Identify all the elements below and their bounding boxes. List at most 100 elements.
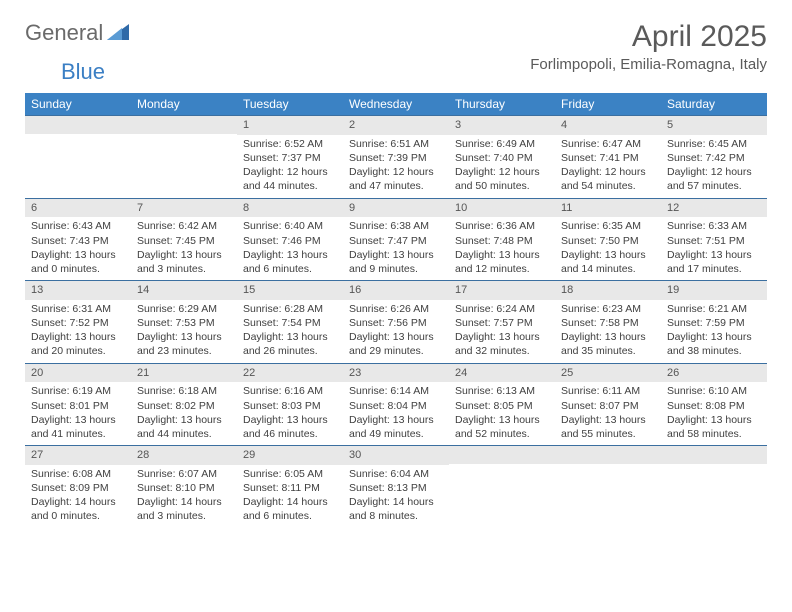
day-cell: 5Sunrise: 6:45 AMSunset: 7:42 PMDaylight… xyxy=(661,116,767,198)
sunset-text: Sunset: 7:47 PM xyxy=(349,234,443,248)
sunrise-text: Sunrise: 6:21 AM xyxy=(667,302,761,316)
sunrise-text: Sunrise: 6:14 AM xyxy=(349,384,443,398)
daylight-text: Daylight: 12 hours and 50 minutes. xyxy=(455,165,549,193)
sunset-text: Sunset: 8:07 PM xyxy=(561,399,655,413)
day-number: 15 xyxy=(237,281,343,300)
day-cell: 20Sunrise: 6:19 AMSunset: 8:01 PMDayligh… xyxy=(25,364,131,446)
sunset-text: Sunset: 7:52 PM xyxy=(31,316,125,330)
day-number: 27 xyxy=(25,446,131,465)
day-cell: 25Sunrise: 6:11 AMSunset: 8:07 PMDayligh… xyxy=(555,364,661,446)
daylight-text: Daylight: 13 hours and 49 minutes. xyxy=(349,413,443,441)
sunset-text: Sunset: 8:08 PM xyxy=(667,399,761,413)
sunrise-text: Sunrise: 6:35 AM xyxy=(561,219,655,233)
sunrise-text: Sunrise: 6:42 AM xyxy=(137,219,231,233)
week-row: 13Sunrise: 6:31 AMSunset: 7:52 PMDayligh… xyxy=(25,280,767,363)
daylight-text: Daylight: 13 hours and 12 minutes. xyxy=(455,248,549,276)
sunset-text: Sunset: 8:13 PM xyxy=(349,481,443,495)
sunrise-text: Sunrise: 6:13 AM xyxy=(455,384,549,398)
sunrise-text: Sunrise: 6:33 AM xyxy=(667,219,761,233)
sunset-text: Sunset: 7:57 PM xyxy=(455,316,549,330)
sunrise-text: Sunrise: 6:04 AM xyxy=(349,467,443,481)
day-cell: 27Sunrise: 6:08 AMSunset: 8:09 PMDayligh… xyxy=(25,446,131,528)
daylight-text: Daylight: 14 hours and 6 minutes. xyxy=(243,495,337,523)
sunrise-text: Sunrise: 6:23 AM xyxy=(561,302,655,316)
day-number: 20 xyxy=(25,364,131,383)
day-body: Sunrise: 6:28 AMSunset: 7:54 PMDaylight:… xyxy=(237,300,343,363)
day-number: 17 xyxy=(449,281,555,300)
sunset-text: Sunset: 8:04 PM xyxy=(349,399,443,413)
daylight-text: Daylight: 14 hours and 8 minutes. xyxy=(349,495,443,523)
daylight-text: Daylight: 13 hours and 3 minutes. xyxy=(137,248,231,276)
sunrise-text: Sunrise: 6:11 AM xyxy=(561,384,655,398)
day-cell: 11Sunrise: 6:35 AMSunset: 7:50 PMDayligh… xyxy=(555,199,661,281)
daylight-text: Daylight: 13 hours and 58 minutes. xyxy=(667,413,761,441)
day-body: Sunrise: 6:11 AMSunset: 8:07 PMDaylight:… xyxy=(555,382,661,445)
sunrise-text: Sunrise: 6:43 AM xyxy=(31,219,125,233)
location: Forlimpopoli, Emilia-Romagna, Italy xyxy=(530,56,767,73)
day-number: 8 xyxy=(237,199,343,218)
day-body: Sunrise: 6:36 AMSunset: 7:48 PMDaylight:… xyxy=(449,217,555,280)
sunset-text: Sunset: 7:51 PM xyxy=(667,234,761,248)
weekday-header: Monday xyxy=(131,93,237,115)
sunset-text: Sunset: 7:54 PM xyxy=(243,316,337,330)
day-cell xyxy=(555,446,661,528)
day-body: Sunrise: 6:52 AMSunset: 7:37 PMDaylight:… xyxy=(237,135,343,198)
day-number: 13 xyxy=(25,281,131,300)
daylight-text: Daylight: 13 hours and 9 minutes. xyxy=(349,248,443,276)
day-cell: 2Sunrise: 6:51 AMSunset: 7:39 PMDaylight… xyxy=(343,116,449,198)
day-cell: 18Sunrise: 6:23 AMSunset: 7:58 PMDayligh… xyxy=(555,281,661,363)
day-body: Sunrise: 6:07 AMSunset: 8:10 PMDaylight:… xyxy=(131,465,237,528)
day-cell: 26Sunrise: 6:10 AMSunset: 8:08 PMDayligh… xyxy=(661,364,767,446)
day-number: 1 xyxy=(237,116,343,135)
day-cell: 1Sunrise: 6:52 AMSunset: 7:37 PMDaylight… xyxy=(237,116,343,198)
day-number-empty xyxy=(661,446,767,464)
daylight-text: Daylight: 13 hours and 6 minutes. xyxy=(243,248,337,276)
day-number: 29 xyxy=(237,446,343,465)
day-number: 24 xyxy=(449,364,555,383)
daylight-text: Daylight: 13 hours and 29 minutes. xyxy=(349,330,443,358)
day-cell: 30Sunrise: 6:04 AMSunset: 8:13 PMDayligh… xyxy=(343,446,449,528)
day-body: Sunrise: 6:04 AMSunset: 8:13 PMDaylight:… xyxy=(343,465,449,528)
day-cell: 17Sunrise: 6:24 AMSunset: 7:57 PMDayligh… xyxy=(449,281,555,363)
sunset-text: Sunset: 7:53 PM xyxy=(137,316,231,330)
day-cell: 21Sunrise: 6:18 AMSunset: 8:02 PMDayligh… xyxy=(131,364,237,446)
day-number: 3 xyxy=(449,116,555,135)
sunset-text: Sunset: 7:45 PM xyxy=(137,234,231,248)
sunrise-text: Sunrise: 6:47 AM xyxy=(561,137,655,151)
day-body: Sunrise: 6:38 AMSunset: 7:47 PMDaylight:… xyxy=(343,217,449,280)
day-number: 18 xyxy=(555,281,661,300)
daylight-text: Daylight: 13 hours and 20 minutes. xyxy=(31,330,125,358)
sunset-text: Sunset: 7:46 PM xyxy=(243,234,337,248)
day-body: Sunrise: 6:13 AMSunset: 8:05 PMDaylight:… xyxy=(449,382,555,445)
daylight-text: Daylight: 13 hours and 17 minutes. xyxy=(667,248,761,276)
day-body: Sunrise: 6:49 AMSunset: 7:40 PMDaylight:… xyxy=(449,135,555,198)
sunset-text: Sunset: 8:01 PM xyxy=(31,399,125,413)
day-cell: 23Sunrise: 6:14 AMSunset: 8:04 PMDayligh… xyxy=(343,364,449,446)
sunrise-text: Sunrise: 6:45 AM xyxy=(667,137,761,151)
daylight-text: Daylight: 12 hours and 54 minutes. xyxy=(561,165,655,193)
title-block: April 2025 Forlimpopoli, Emilia-Romagna,… xyxy=(530,20,767,73)
day-number: 26 xyxy=(661,364,767,383)
day-cell: 7Sunrise: 6:42 AMSunset: 7:45 PMDaylight… xyxy=(131,199,237,281)
logo-text-blue: Blue xyxy=(61,59,105,85)
day-body: Sunrise: 6:42 AMSunset: 7:45 PMDaylight:… xyxy=(131,217,237,280)
sunrise-text: Sunrise: 6:05 AM xyxy=(243,467,337,481)
week-row: 1Sunrise: 6:52 AMSunset: 7:37 PMDaylight… xyxy=(25,115,767,198)
daylight-text: Daylight: 13 hours and 46 minutes. xyxy=(243,413,337,441)
day-body: Sunrise: 6:47 AMSunset: 7:41 PMDaylight:… xyxy=(555,135,661,198)
day-body: Sunrise: 6:18 AMSunset: 8:02 PMDaylight:… xyxy=(131,382,237,445)
day-number: 10 xyxy=(449,199,555,218)
sunset-text: Sunset: 8:03 PM xyxy=(243,399,337,413)
day-cell: 12Sunrise: 6:33 AMSunset: 7:51 PMDayligh… xyxy=(661,199,767,281)
sunset-text: Sunset: 8:11 PM xyxy=(243,481,337,495)
sunrise-text: Sunrise: 6:07 AM xyxy=(137,467,231,481)
day-cell: 16Sunrise: 6:26 AMSunset: 7:56 PMDayligh… xyxy=(343,281,449,363)
sunrise-text: Sunrise: 6:51 AM xyxy=(349,137,443,151)
sunrise-text: Sunrise: 6:49 AM xyxy=(455,137,549,151)
day-body: Sunrise: 6:31 AMSunset: 7:52 PMDaylight:… xyxy=(25,300,131,363)
day-body: Sunrise: 6:29 AMSunset: 7:53 PMDaylight:… xyxy=(131,300,237,363)
sunset-text: Sunset: 7:48 PM xyxy=(455,234,549,248)
daylight-text: Daylight: 13 hours and 14 minutes. xyxy=(561,248,655,276)
day-cell: 3Sunrise: 6:49 AMSunset: 7:40 PMDaylight… xyxy=(449,116,555,198)
sunset-text: Sunset: 7:58 PM xyxy=(561,316,655,330)
